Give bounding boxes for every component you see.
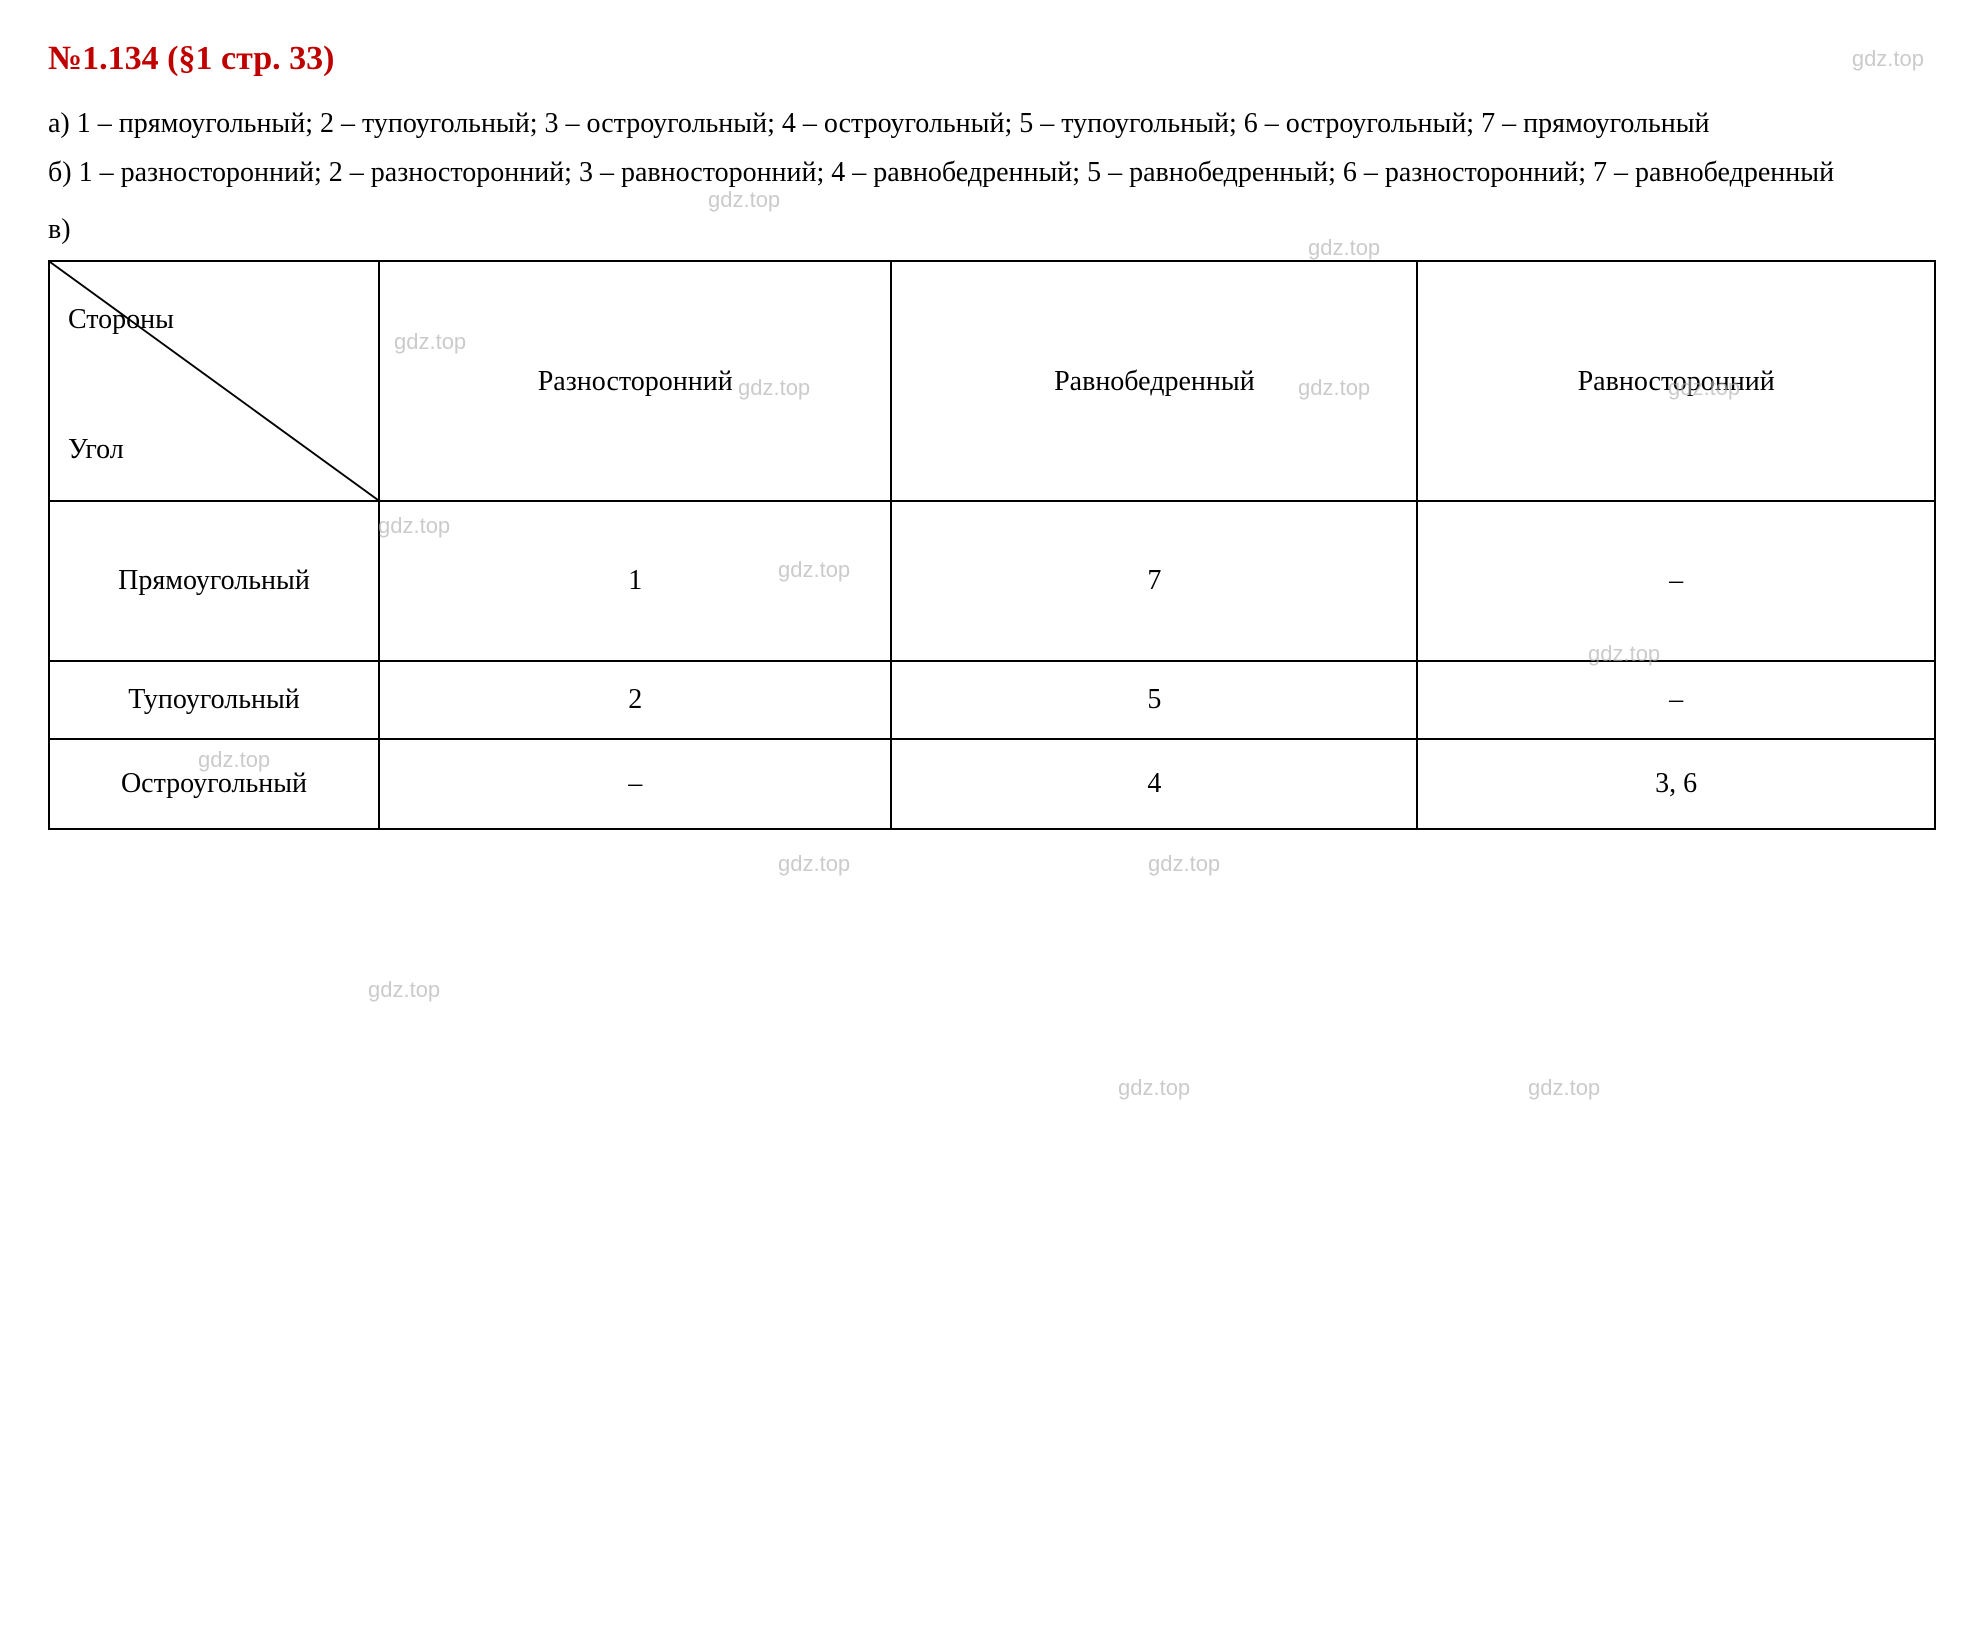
- watermark: gdz.top: [778, 552, 850, 587]
- row-label: Прямоугольный: [49, 501, 379, 661]
- watermark: gdz.top: [394, 324, 466, 359]
- watermark: gdz.top: [1852, 46, 1924, 72]
- watermark: gdz.top: [378, 508, 450, 543]
- watermark: gdz.top: [1148, 846, 1220, 881]
- table-cell: 2: [379, 661, 891, 739]
- watermark: gdz.top: [1528, 1070, 1600, 1105]
- section-c-label: в): [48, 208, 1936, 253]
- table-row: Тупоугольный 2 5 –: [49, 661, 1935, 739]
- section-a: а) 1 – прямоугольный; 2 – тупоугольный; …: [48, 102, 1936, 147]
- classification-table: Стороны Угол Разносторонний Равнобедренн…: [48, 260, 1936, 830]
- table-cell: 5: [891, 661, 1417, 739]
- table-row: Остроугольный – 4 3, 6: [49, 739, 1935, 829]
- watermark: gdz.top: [708, 182, 780, 217]
- table-cell: 4: [891, 739, 1417, 829]
- section-a-label: а): [48, 108, 70, 139]
- content-area: gdz.top gdz.top gdz.top gdz.top gdz.top gdz.t…: [48, 102, 1936, 830]
- watermark: gdz.top: [1308, 230, 1380, 265]
- section-b-text: 1 – разносторонний; 2 – разносторонний; …: [79, 157, 1834, 188]
- watermark: gdz.top: [368, 972, 440, 1007]
- section-b: б) 1 – разносторонний; 2 – разносторонни…: [48, 151, 1936, 196]
- table-cell: –: [1417, 501, 1935, 661]
- table-cell: 7: [891, 501, 1417, 661]
- corner-label-bottom: Угол: [68, 428, 124, 473]
- watermark: gdz.top: [738, 370, 810, 405]
- table-corner-cell: Стороны Угол: [49, 261, 379, 501]
- corner-label-top: Стороны: [68, 298, 174, 343]
- row-label: Тупоугольный: [49, 661, 379, 739]
- watermark: gdz.top: [1298, 370, 1370, 405]
- watermark: gdz.top: [1118, 1070, 1190, 1105]
- exercise-title: №1.134 (§1 стр. 33): [48, 40, 334, 78]
- table-header-row: Стороны Угол Разносторонний Равнобедренн…: [49, 261, 1935, 501]
- section-b-label: б): [48, 157, 72, 188]
- section-a-text: 1 – прямоугольный; 2 – тупоугольный; 3 –…: [77, 108, 1710, 139]
- table-cell: 3, 6: [1417, 739, 1935, 829]
- table-cell: –: [1417, 661, 1935, 739]
- watermark: gdz.top: [198, 742, 270, 777]
- watermark: gdz.top: [1588, 636, 1660, 671]
- watermark: gdz.top: [1668, 370, 1740, 405]
- table-cell: –: [379, 739, 891, 829]
- watermark: gdz.top: [778, 846, 850, 881]
- column-header: Разносторонний: [379, 261, 891, 501]
